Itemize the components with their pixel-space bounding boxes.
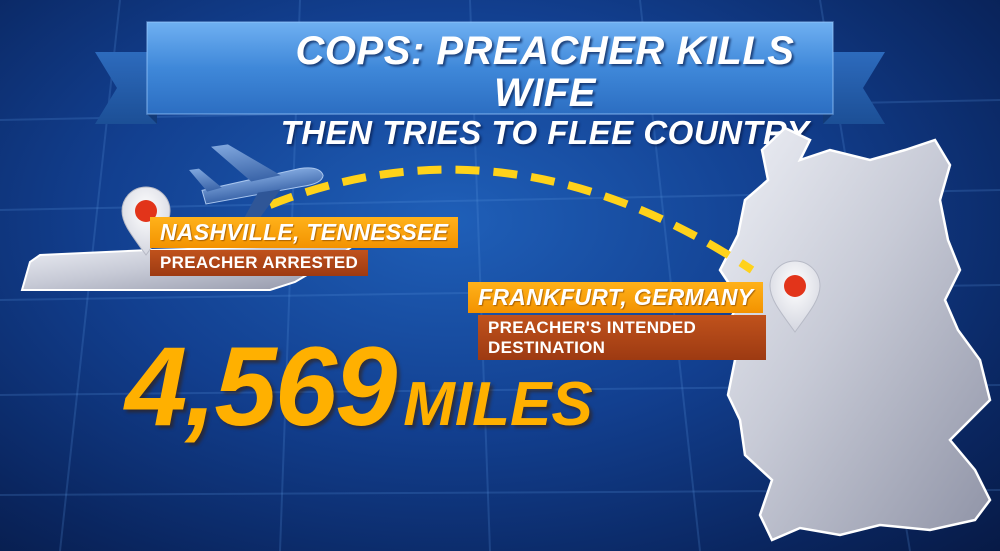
headline-banner <box>95 21 885 124</box>
distance-unit: MILES <box>403 370 593 439</box>
distance-readout: 4,569 MILES <box>125 322 593 451</box>
map-pin-icon <box>769 260 821 333</box>
distance-value: 4,569 <box>125 324 397 449</box>
headline-line-2: THEN TRIES TO FLEE COUNTRY <box>280 114 810 151</box>
flight-route <box>268 165 755 274</box>
destination-caption: PREACHER'S INTENDED DESTINATION <box>478 315 766 361</box>
headline-line-1: COPS: PREACHER KILLS WIFE <box>295 29 795 115</box>
headline: COPS: PREACHER KILLS WIFE THEN TRIES TO … <box>245 30 845 151</box>
origin-caption: PREACHER ARRESTED <box>150 250 369 276</box>
destination-city-label: FRANKFURT, GERMANY <box>468 282 764 313</box>
origin-city-label: NASHVILLE, TENNESSEE <box>150 217 459 248</box>
